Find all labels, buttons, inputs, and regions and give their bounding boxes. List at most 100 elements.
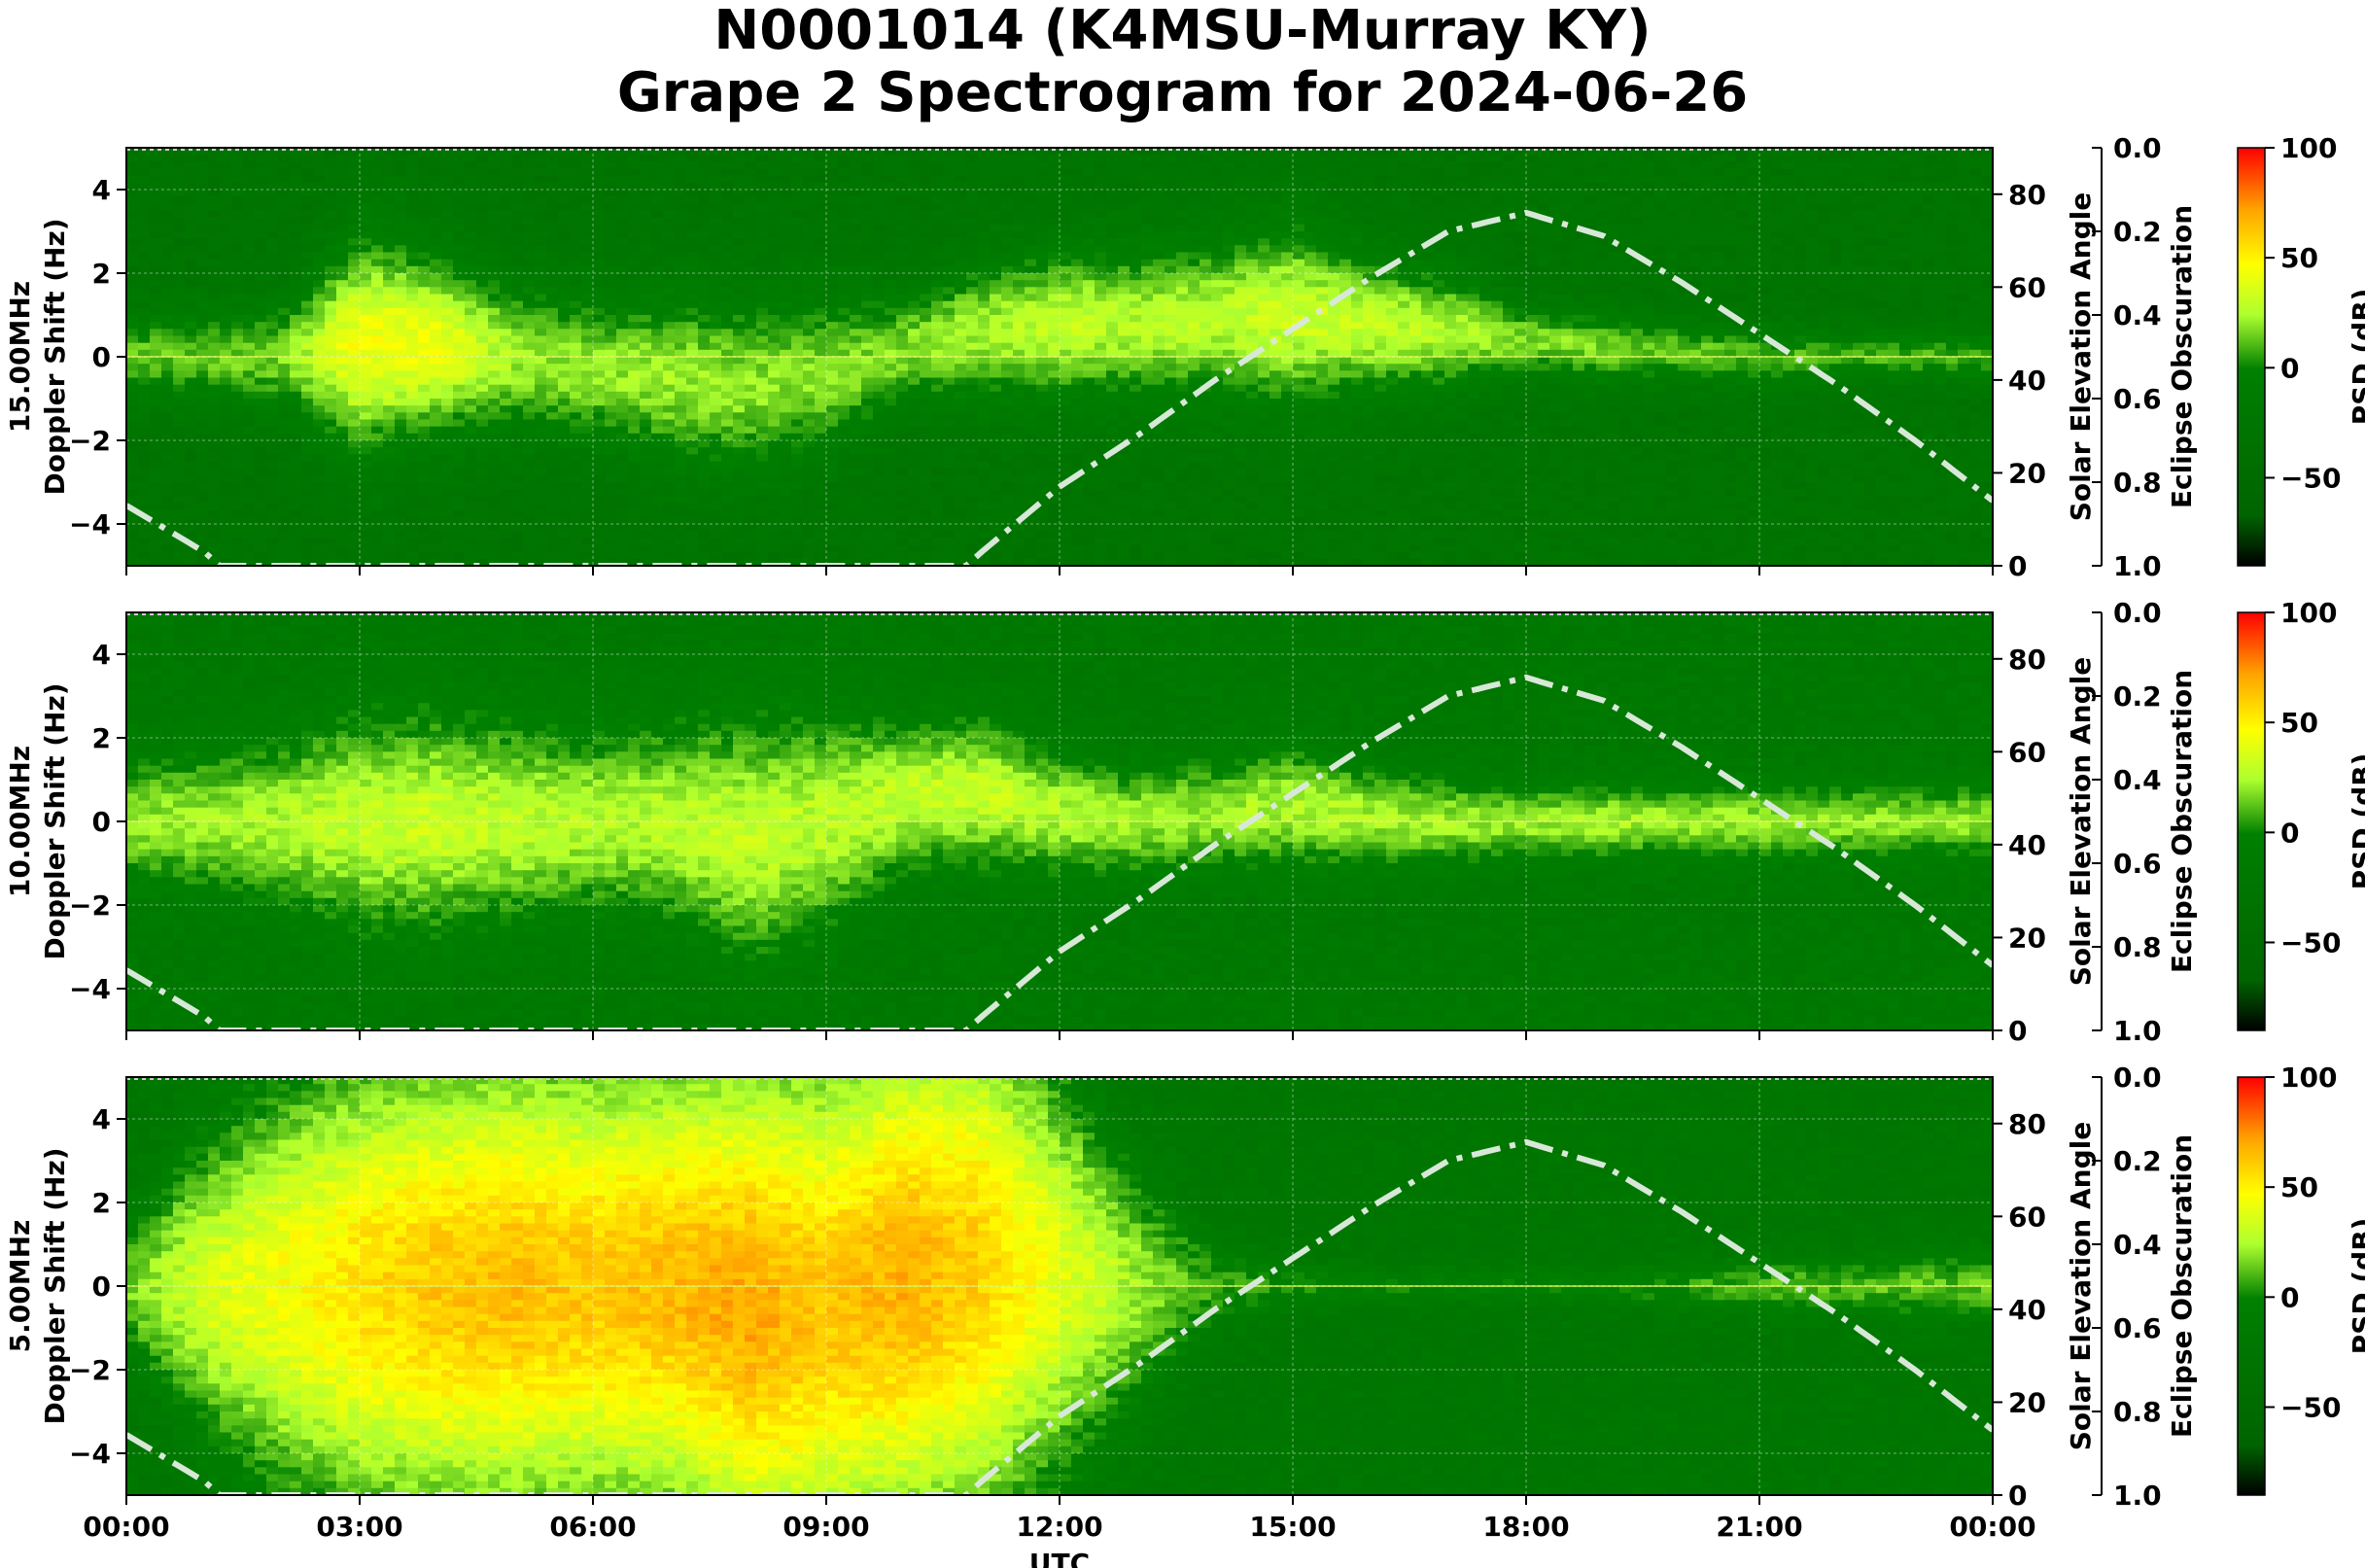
heatmap-cell [920,322,932,330]
heatmap-cell [710,265,722,274]
heatmap-cell [511,468,524,476]
heatmap-cell [896,426,909,435]
heatmap-cell [955,252,967,261]
heatmap-cell [651,558,664,566]
heatmap-cell [570,280,582,288]
heatmap-cell [488,454,501,463]
heatmap-cell [173,155,186,162]
heatmap-cell [570,155,582,162]
heatmap-cell [465,503,477,511]
heatmap-cell [266,252,279,261]
heatmap-cell [1083,273,1096,281]
heatmap-cell [173,294,186,302]
heatmap-cell [406,419,419,428]
heatmap-cell [430,329,442,337]
heatmap-cell [488,259,501,267]
heatmap-cell [861,294,874,302]
heatmap-cell [1048,524,1061,532]
heatmap-cell [336,280,349,288]
heatmap-cell [710,377,722,386]
heatmap-cell [920,203,932,212]
heatmap-cell [290,342,302,351]
heatmap-cell [873,217,886,226]
heatmap-cell [885,399,897,406]
heatmap-cell [523,447,536,455]
heatmap-cell [873,384,886,393]
heatmap-cell [126,516,139,525]
heatmap-cell [138,322,151,330]
heatmap-cell [721,399,734,406]
heatmap-cell [651,544,664,553]
heatmap-cell [931,300,944,309]
heatmap-cell [1001,384,1014,393]
heatmap-cell [943,265,956,274]
heatmap-cell [896,148,909,156]
heatmap-cell [173,175,186,184]
heatmap-cell [476,391,489,400]
heatmap-cell [651,496,664,505]
heatmap-cell [768,384,781,393]
heatmap-cell [220,461,232,470]
heatmap-cell [605,399,617,406]
heatmap-cell [651,231,664,239]
heatmap-cell [383,531,396,539]
heatmap-cell [231,329,244,337]
heatmap-cell [173,503,186,511]
heatmap-cell [780,335,792,344]
heatmap-cell [301,265,314,274]
heatmap-cell [1025,148,1037,156]
heatmap-cell [1060,440,1072,448]
heatmap-cell [570,461,582,470]
heatmap-cell [301,287,314,296]
heatmap-cell [570,377,582,386]
heatmap-cell [313,349,326,358]
heatmap-cell [756,196,769,204]
heatmap-cell [406,440,419,448]
heatmap-cell [628,399,641,406]
heatmap-cell [523,357,536,365]
heatmap-cell [1071,342,1084,351]
heatmap-cell [126,384,139,393]
heatmap-cell [1048,482,1061,490]
heatmap-cell [640,412,652,421]
heatmap-cell [1083,300,1096,309]
heatmap-cell [208,405,221,413]
heatmap-cell [686,315,699,323]
heatmap-cell [453,531,466,539]
heatmap-cell [453,405,466,413]
heatmap-cell [1025,175,1037,184]
heatmap-cell [908,412,921,421]
heatmap-cell [931,399,944,406]
heatmap-cell [616,426,629,435]
heatmap-cell [383,342,396,351]
heatmap-cell [605,196,617,204]
heatmap-cell [558,315,571,323]
heatmap-cell [255,558,267,566]
heatmap-cell [651,474,664,483]
heatmap-cell [406,558,419,566]
heatmap-cell [651,516,664,525]
heatmap-cell [535,203,547,212]
heatmap-cell [698,384,711,393]
heatmap-cell [850,210,862,219]
heatmap-cell [1048,252,1061,261]
heatmap-cell [605,440,617,448]
heatmap-cell [943,503,956,511]
heatmap-cell [453,148,466,156]
heatmap-cell [313,474,326,483]
heatmap-cell [255,419,267,428]
heatmap-cell [990,224,1002,232]
heatmap-cell [966,509,979,518]
heatmap-cell [126,391,139,400]
heatmap-cell [756,474,769,483]
heatmap-cell [826,190,839,197]
heatmap-cell [1048,412,1061,421]
heatmap-cell [185,412,197,421]
heatmap-cell [278,419,291,428]
heatmap-cell [651,461,664,470]
heatmap-cell [1060,454,1072,463]
heatmap-cell [360,370,372,379]
heatmap-cell [488,203,501,212]
heatmap-cell [395,329,407,337]
heatmap-cell [441,259,454,267]
